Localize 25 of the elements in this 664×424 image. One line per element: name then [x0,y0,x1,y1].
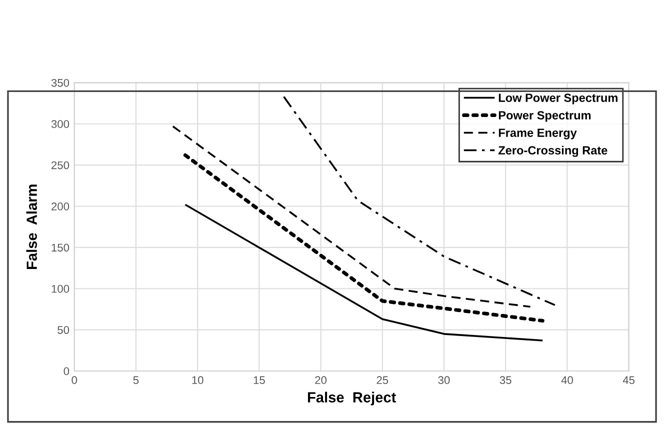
legend-label: Low Power Spectrum [498,94,618,104]
y-axis-title: False Alarm [26,184,37,269]
x-tick-label: 25 [376,376,388,384]
x-tick-label: 15 [254,376,265,384]
x-tick-label: 0 [72,376,78,384]
x-axis-title: False Reject [308,392,396,406]
y-tick-label: 200 [52,202,70,210]
y-tick-label: 350 [51,78,70,87]
legend-label: Frame Energy [498,128,577,140]
x-tick-label: 30 [438,376,450,384]
legend-label: Zero-Crossing Rate [498,146,608,157]
legend-label: Power Spectrum [498,111,591,122]
y-tick-label: 300 [51,120,70,128]
y-tick-label: 50 [58,326,70,334]
x-tick-label: 20 [315,376,327,384]
x-tick-label: 35 [500,376,512,384]
y-tick-label: 150 [52,244,70,252]
x-tick-label: 10 [192,376,204,384]
x-tick-label: 5 [133,376,139,384]
x-tick-label: 45 [622,376,635,384]
x-tick-label: 40 [561,376,573,384]
y-tick-label: 0 [64,367,70,376]
line-series [184,204,544,342]
y-tick-label: 100 [52,284,70,293]
y-tick-label: 250 [52,161,70,170]
